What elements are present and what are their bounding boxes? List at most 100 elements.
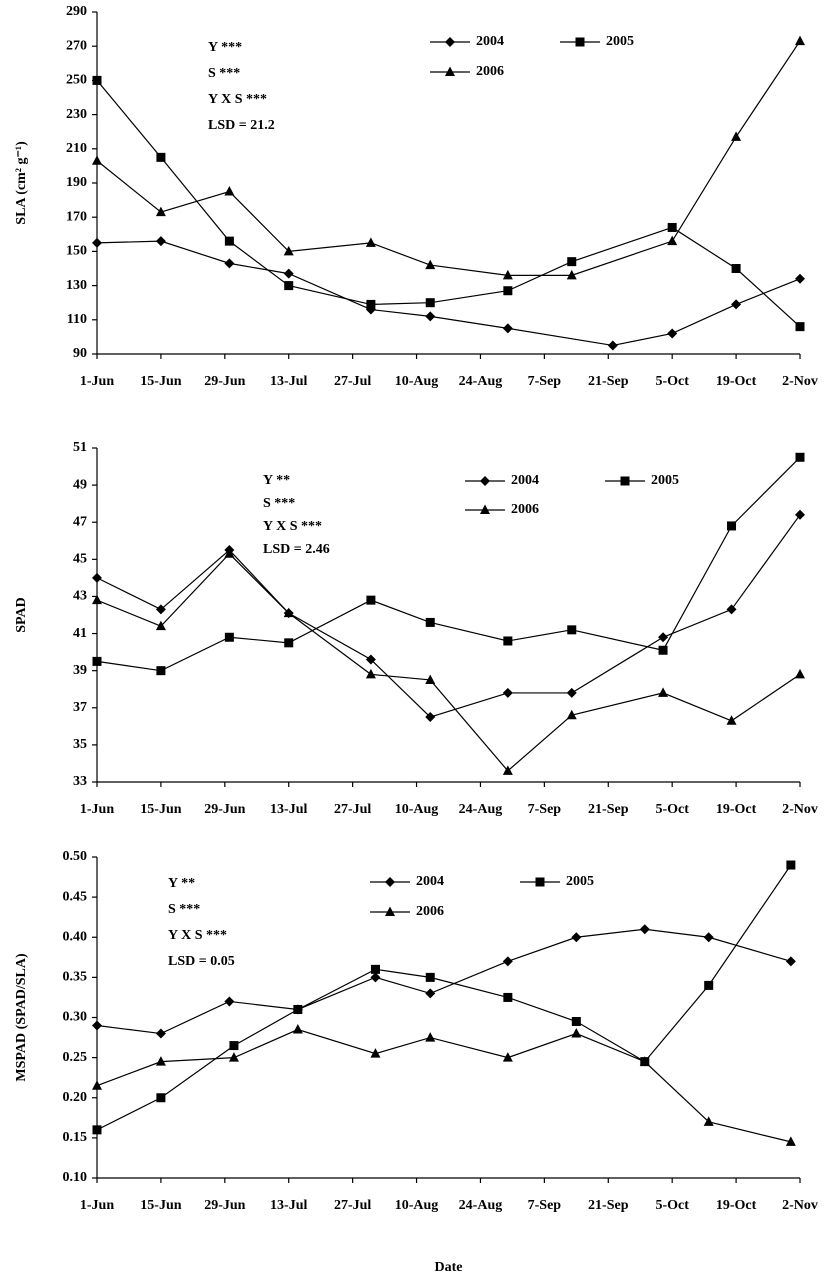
x-tick-label: 1-Jun (80, 1198, 114, 1213)
legend-label: 2004 (511, 473, 539, 488)
marker (283, 607, 294, 618)
marker (229, 1041, 239, 1051)
y-tick-label: 39 (73, 663, 87, 678)
legend-label: 2004 (476, 34, 504, 49)
marker (155, 1056, 166, 1066)
x-tick-label: 5-Oct (655, 374, 689, 389)
marker (425, 298, 435, 308)
marker (566, 687, 577, 698)
marker (571, 932, 582, 943)
annotation: Y *** (208, 40, 242, 55)
marker (92, 656, 102, 666)
x-tick-label: 21-Sep (588, 374, 629, 389)
legend-marker (385, 877, 395, 887)
marker (224, 548, 235, 558)
x-tick-label: 29-Jun (204, 1198, 245, 1213)
marker (224, 186, 235, 196)
legend-marker (385, 906, 395, 916)
marker (703, 1116, 714, 1126)
marker (425, 988, 436, 999)
x-tick-label: 21-Sep (588, 1198, 629, 1213)
marker (786, 860, 796, 870)
x-tick-label: 2-Nov (782, 1198, 818, 1213)
y-axis-label: SLA (cm² g⁻¹) (14, 141, 29, 225)
legend-marker (575, 37, 585, 47)
marker (425, 972, 435, 982)
x-tick-label: 29-Jun (204, 374, 245, 389)
x-tick-label: 7-Sep (528, 374, 562, 389)
marker (155, 206, 166, 217)
annotation: Y X S *** (208, 92, 267, 107)
y-tick-label: 210 (66, 141, 87, 156)
marker (795, 668, 805, 679)
marker (370, 1048, 381, 1058)
marker (571, 1017, 581, 1027)
y-tick-label: 35 (73, 737, 87, 752)
y-tick-label: 250 (66, 73, 87, 88)
marker (503, 992, 513, 1002)
marker (658, 687, 669, 697)
annotation: Y X S *** (263, 519, 322, 534)
annotation: S *** (168, 902, 200, 917)
x-tick-label: 29-Jun (204, 802, 245, 817)
x-tick-label: 24-Aug (459, 802, 503, 817)
legend-marker (620, 476, 630, 486)
y-tick-label: 270 (66, 38, 87, 53)
series-line (96, 240, 801, 347)
y-tick-label: 90 (73, 346, 87, 361)
annotation: LSD = 21.2 (208, 118, 275, 133)
marker (92, 594, 102, 605)
series-line (96, 40, 801, 276)
annotation: Y X S *** (168, 928, 227, 943)
legend-marker (445, 66, 455, 76)
marker (155, 620, 166, 631)
x-tick-label: 24-Aug (459, 374, 503, 389)
marker (567, 625, 577, 635)
y-tick-label: 150 (66, 244, 87, 259)
marker (658, 632, 669, 643)
y-tick-label: 0.10 (63, 1170, 88, 1185)
y-axis-label: MSPAD (SPAD/SLA) (14, 953, 29, 1082)
x-tick-label: 15-Jun (140, 1198, 181, 1213)
y-tick-label: 37 (73, 700, 87, 715)
marker (785, 1136, 796, 1146)
x-tick-label: 19-Oct (716, 1198, 757, 1213)
marker (155, 1028, 166, 1039)
marker (502, 323, 513, 334)
marker (566, 269, 577, 280)
x-tick-label: 13-Jul (270, 374, 307, 389)
marker (503, 286, 513, 296)
y-tick-label: 230 (66, 107, 87, 122)
x-tick-label: 19-Oct (716, 374, 757, 389)
x-tick-label: 21-Sep (588, 802, 629, 817)
series-line (96, 552, 801, 772)
marker (425, 617, 435, 627)
x-tick-label: 2-Nov (782, 374, 818, 389)
legend-marker (480, 504, 490, 514)
legend-label: 2005 (651, 473, 679, 488)
marker (795, 273, 805, 284)
x-tick-label: 15-Jun (140, 374, 181, 389)
marker (795, 322, 805, 332)
marker (92, 1080, 102, 1090)
legend-label: 2006 (476, 64, 504, 79)
marker (228, 1052, 239, 1062)
marker (795, 452, 805, 462)
marker (727, 521, 737, 531)
marker (92, 572, 102, 583)
marker (658, 645, 668, 655)
marker (425, 259, 436, 270)
legend-label: 2005 (606, 34, 634, 49)
x-tick-label: 2-Nov (782, 802, 818, 817)
marker (224, 632, 234, 642)
marker (731, 131, 742, 141)
marker (92, 1125, 102, 1135)
marker (566, 709, 577, 720)
y-tick-label: 0.20 (63, 1090, 88, 1105)
marker (283, 268, 294, 279)
y-tick-label: 0.30 (63, 1010, 88, 1025)
x-tick-label: 7-Sep (528, 1198, 562, 1213)
marker (667, 235, 678, 246)
marker (502, 1052, 513, 1062)
y-axis-label: SPAD (14, 597, 29, 633)
